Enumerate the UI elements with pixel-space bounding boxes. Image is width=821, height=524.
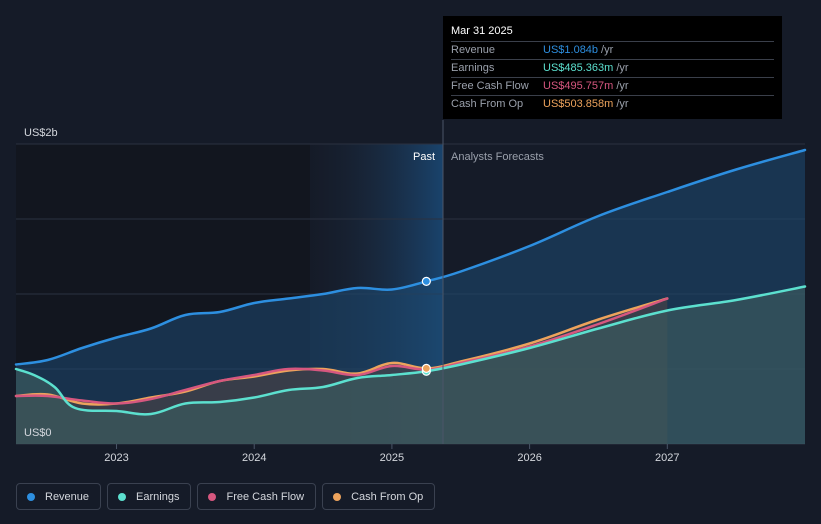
x-tick-label-2025: 2025 <box>380 452 404 464</box>
legend-item-revenue[interactable]: Revenue <box>16 483 102 510</box>
tooltip-row-cash-from-op: Cash From Op US$503.858m/yr <box>451 96 774 113</box>
x-tick-label-2026: 2026 <box>517 452 541 464</box>
past-label: Past <box>413 151 435 163</box>
tooltip-row-earnings: Earnings US$485.363m/yr <box>451 60 774 78</box>
x-tick-label-2024: 2024 <box>242 452 266 464</box>
legend-item-cash-from-op[interactable]: Cash From Op <box>322 483 436 510</box>
x-tick-label-2023: 2023 <box>104 452 128 464</box>
legend: Revenue Earnings Free Cash Flow Cash From O… <box>16 483 436 510</box>
legend-dot-icon <box>333 492 342 501</box>
legend-dot-icon <box>118 492 127 501</box>
tooltip-row-value: US$485.363m <box>543 62 614 74</box>
tooltip-row-label: Cash From Op <box>451 98 524 110</box>
legend-label: Revenue <box>45 490 90 503</box>
tooltip-row-label: Free Cash Flow <box>451 80 529 92</box>
tooltip-row-unit: /yr <box>616 98 629 110</box>
tooltip-row-unit: /yr <box>601 44 614 56</box>
tooltip-date: Mar 31 2025 <box>451 22 774 42</box>
tooltip-row-free-cash-flow: Free Cash Flow US$495.757m/yr <box>451 78 774 96</box>
legend-item-earnings[interactable]: Earnings <box>107 483 192 510</box>
earnings-line <box>14 285 807 416</box>
forecast-label: Analysts Forecasts <box>451 151 544 163</box>
y-tick-label-bottom: US$0 <box>24 427 52 439</box>
tooltip: Mar 31 2025 Revenue US$1.084b/yr Earnings U… <box>443 16 782 119</box>
legend-label: Earnings <box>136 490 180 503</box>
legend-dot-icon <box>27 492 35 501</box>
tooltip-row-value: US$495.757m <box>543 80 614 92</box>
y-tick-label-top: US$2b <box>24 127 58 139</box>
cash-from-op-marker <box>421 363 431 373</box>
tooltip-row-unit: /yr <box>616 62 629 74</box>
earnings-area <box>16 286 805 444</box>
legend-item-free-cash-flow[interactable]: Free Cash Flow <box>197 483 317 510</box>
revenue-line <box>14 148 807 366</box>
legend-label: Free Cash Flow <box>226 490 305 503</box>
tooltip-row-value: US$1.084b <box>543 44 599 56</box>
x-tick-label-2027: 2027 <box>655 452 679 464</box>
tooltip-row-label: Earnings <box>451 62 495 74</box>
legend-dot-icon <box>208 492 217 501</box>
legend-label: Cash From Op <box>351 490 424 503</box>
tooltip-row-label: Revenue <box>451 44 496 56</box>
tooltip-row-value: US$503.858m <box>543 98 614 110</box>
revenue-marker <box>421 276 431 286</box>
tooltip-row-unit: /yr <box>616 80 629 92</box>
tooltip-row-revenue: Revenue US$1.084b/yr <box>451 42 774 60</box>
